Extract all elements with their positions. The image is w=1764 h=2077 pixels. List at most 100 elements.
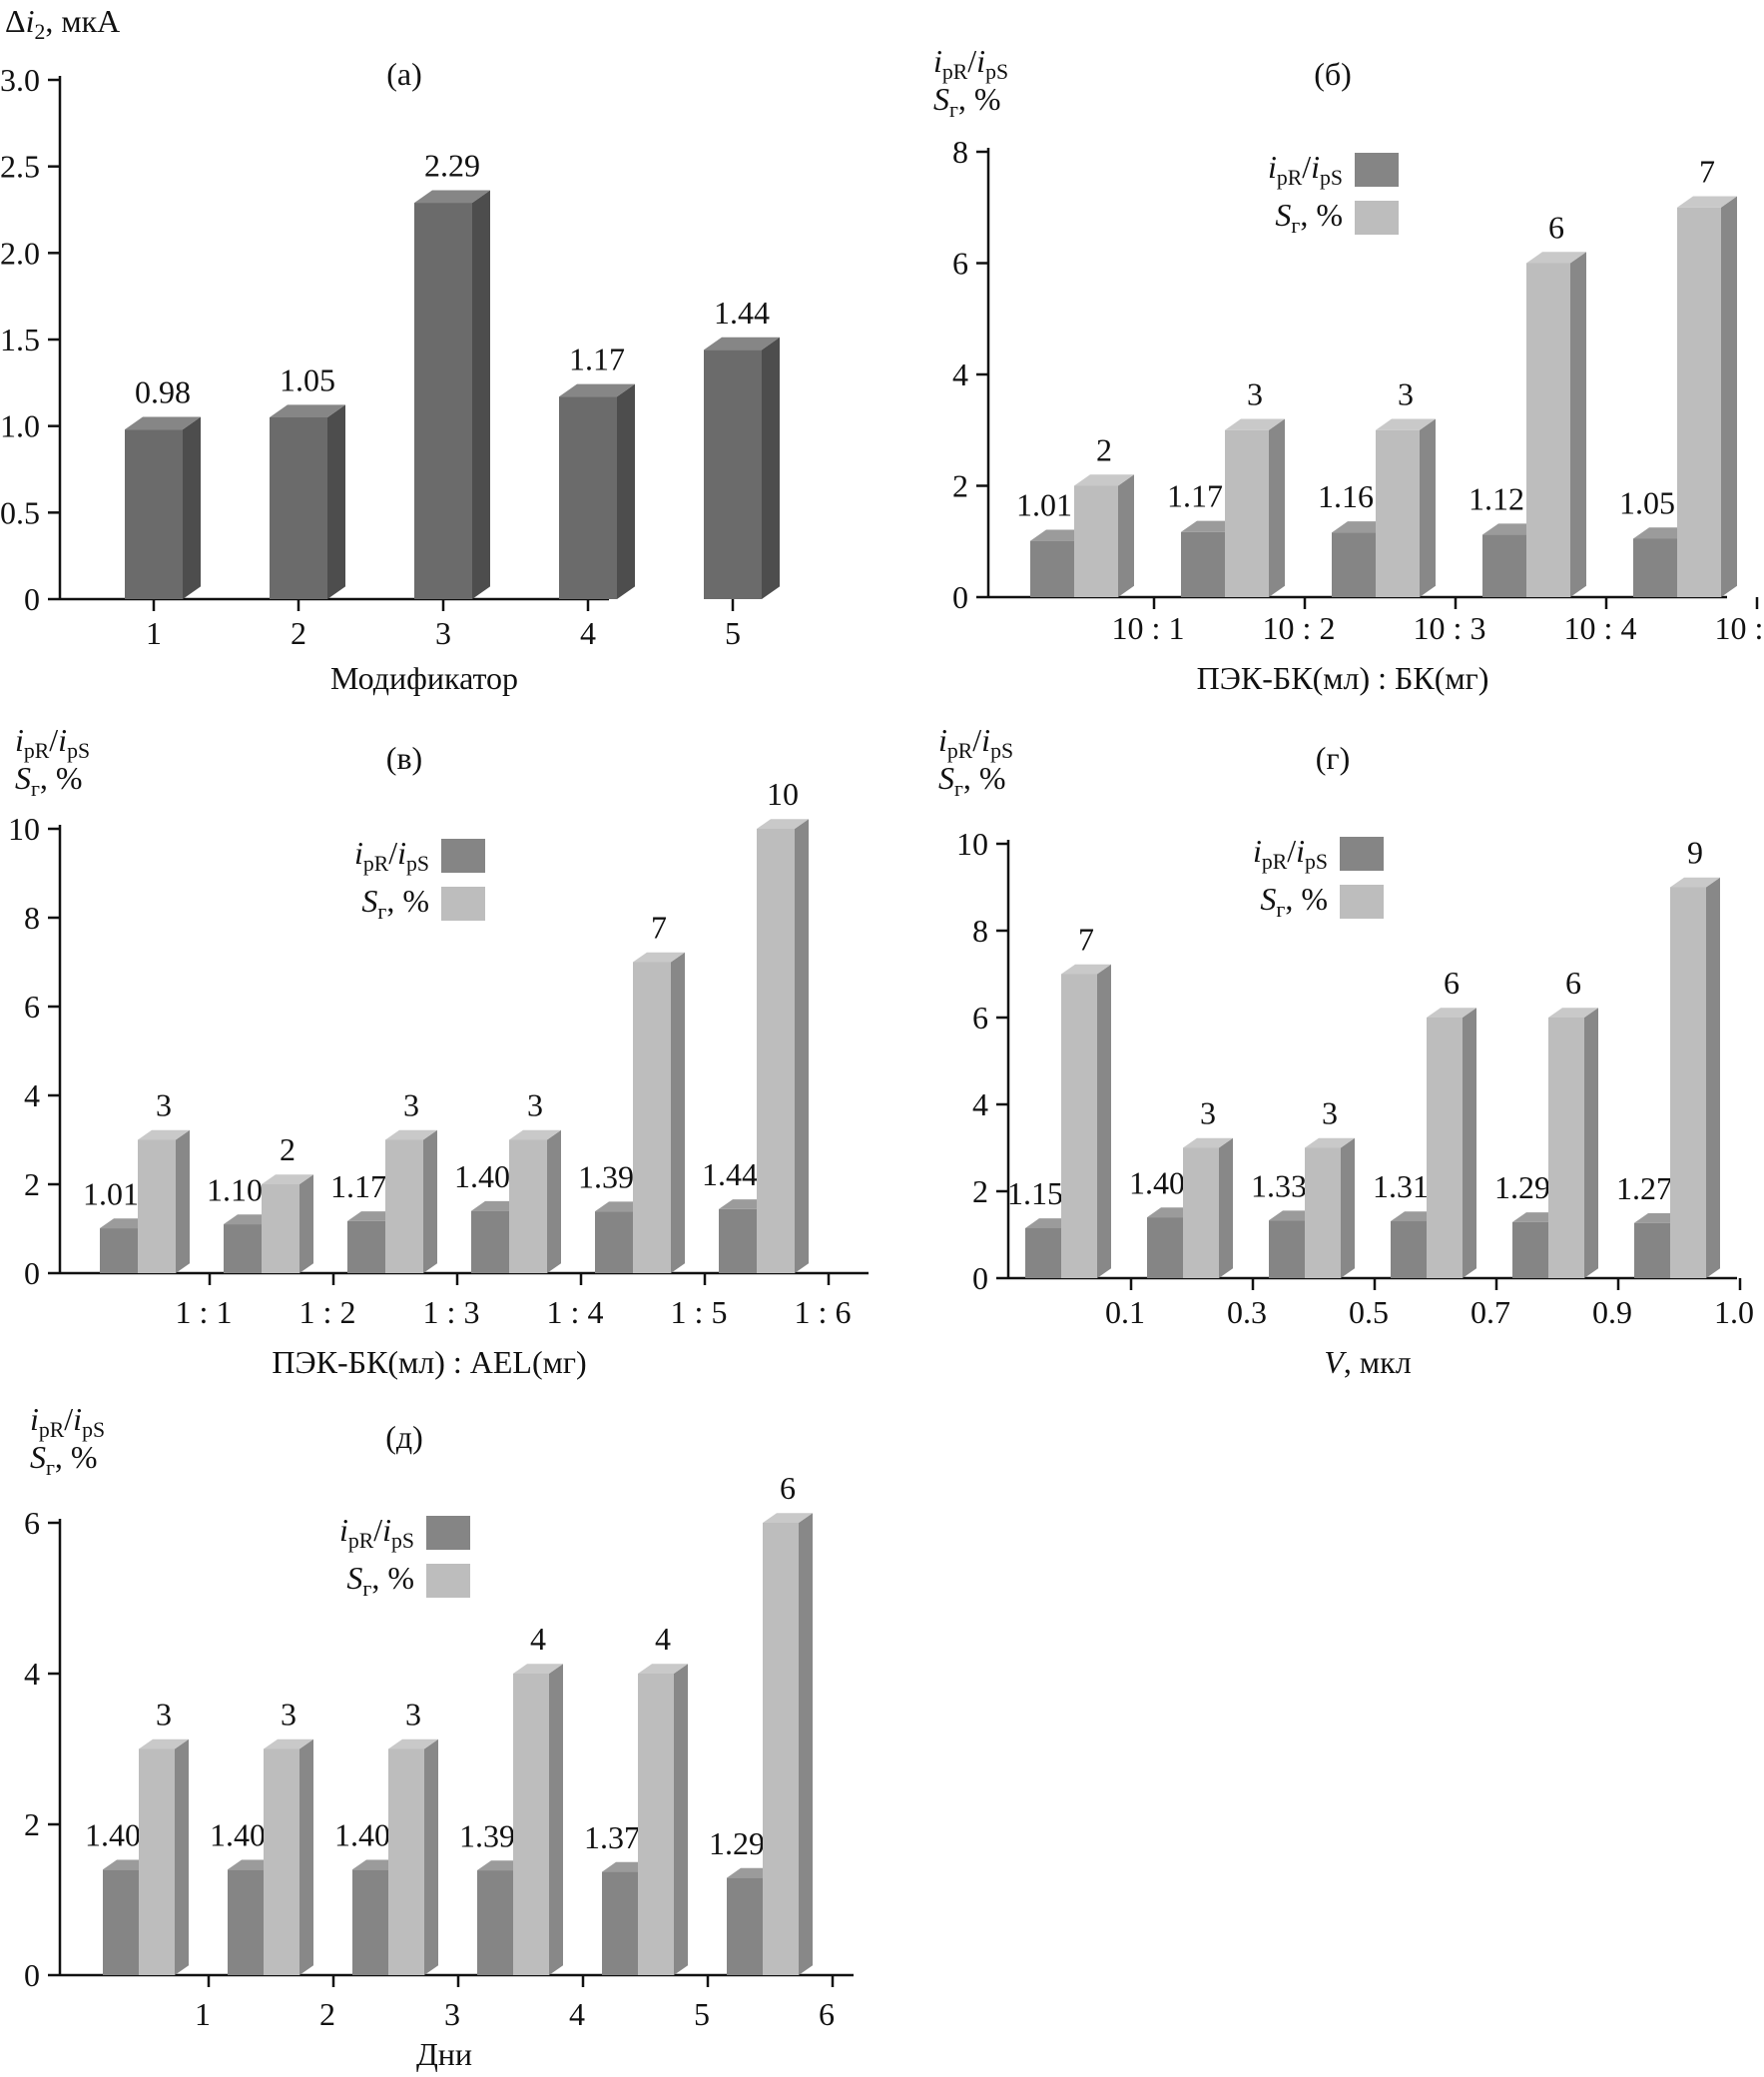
x-tick-label: 0.5 xyxy=(1349,1294,1389,1330)
legend-swatch xyxy=(1340,837,1384,871)
bar-front xyxy=(513,1674,549,1975)
bar-side xyxy=(327,404,345,599)
bar xyxy=(1526,252,1586,598)
x-tick-label: 6 xyxy=(819,1996,835,2032)
bar-front xyxy=(388,1748,424,1975)
y-tick-label: 4 xyxy=(24,1656,40,1692)
bar-side xyxy=(472,190,490,599)
legend-swatch xyxy=(1340,885,1384,919)
x-tick-label: 3 xyxy=(435,615,451,651)
data-label: 6 xyxy=(780,1470,796,1506)
bar xyxy=(388,1738,438,1975)
data-label: 1.15 xyxy=(1007,1175,1063,1211)
bar-top xyxy=(138,1129,190,1140)
data-label: 9 xyxy=(1687,835,1703,871)
x-tick-label: 1 : 6 xyxy=(795,1294,852,1330)
data-label: 1.05 xyxy=(1619,484,1675,520)
bar-front xyxy=(1305,1147,1341,1278)
y-tick-label: 10 xyxy=(8,811,40,847)
y-tick-label: 6 xyxy=(24,1505,40,1541)
bar-front xyxy=(1147,1217,1183,1278)
data-label: 4 xyxy=(530,1621,546,1657)
y-axis-label-line: ipR/ipS xyxy=(30,1401,105,1442)
x-tick-label: 1.0 xyxy=(1714,1294,1754,1330)
bar-front xyxy=(1512,1221,1548,1278)
panel-label: (г) xyxy=(1316,740,1350,776)
legend-label: Sг, % xyxy=(361,883,429,924)
bar-front xyxy=(347,1220,385,1273)
data-label: 0.98 xyxy=(135,374,191,410)
bar-front xyxy=(1634,1222,1670,1278)
x-tick-label: 1 xyxy=(195,1996,211,2032)
bar-front xyxy=(1181,531,1225,597)
data-label: 1.16 xyxy=(1318,478,1374,514)
bar xyxy=(1427,1008,1476,1278)
bar xyxy=(139,1738,189,1975)
data-label: 3 xyxy=(156,1087,172,1123)
y-tick-label: 4 xyxy=(24,1077,40,1113)
bar xyxy=(513,1664,563,1975)
bar xyxy=(1670,877,1720,1278)
x-tick-label: 4 xyxy=(569,1996,585,2032)
x-tick-label: 10 : 4 xyxy=(1564,610,1637,646)
bar-top xyxy=(1526,252,1586,264)
bar-side xyxy=(1706,877,1720,1278)
bar xyxy=(509,1129,561,1273)
data-label: 1.40 xyxy=(85,1817,141,1853)
bar-front xyxy=(704,349,762,599)
bar-top xyxy=(1074,474,1134,486)
bar-front xyxy=(471,1210,509,1273)
legend-label: ipR/ipS xyxy=(1253,833,1328,874)
y-tick-label: 0 xyxy=(952,579,968,615)
data-label: 1.17 xyxy=(569,342,625,377)
legend-label: Sг, % xyxy=(346,1560,414,1601)
data-label: 1.39 xyxy=(578,1158,634,1194)
y-tick-label: 8 xyxy=(952,134,968,170)
x-tick-label: 10 : 1 xyxy=(1112,610,1185,646)
bar-side xyxy=(1420,418,1436,597)
data-label: 1.40 xyxy=(334,1817,390,1853)
legend-label: ipR/ipS xyxy=(339,1512,414,1553)
y-tick-label: 2.0 xyxy=(0,235,40,271)
y-tick-label: 2 xyxy=(24,1166,40,1202)
bar-front xyxy=(414,203,472,600)
data-label: 3 xyxy=(1322,1095,1338,1131)
bar-front xyxy=(1074,485,1118,597)
data-label: 1.40 xyxy=(454,1158,510,1194)
bar-top xyxy=(1677,196,1737,208)
bar-front xyxy=(757,829,795,1273)
panel-label: (а) xyxy=(386,56,422,92)
x-tick-label: 4 xyxy=(580,615,596,651)
legend-swatch xyxy=(1355,201,1399,235)
bar-top xyxy=(633,952,685,963)
x-axis-label: ПЭК-БК(мл) : AEL(мг) xyxy=(272,1344,586,1380)
bar-side xyxy=(671,952,685,1273)
y-tick-label: 3.0 xyxy=(0,62,40,98)
bar xyxy=(385,1129,437,1273)
data-label: 1.44 xyxy=(714,295,770,331)
x-axis-label: Модификатор xyxy=(330,660,518,696)
bar-top xyxy=(757,819,809,829)
y-axis-label-line: Sг, % xyxy=(30,1439,98,1480)
data-label: 1.39 xyxy=(459,1817,515,1853)
data-label: 1.17 xyxy=(330,1168,386,1204)
bar xyxy=(1548,1008,1598,1278)
bar-side xyxy=(183,416,201,599)
y-tick-label: 8 xyxy=(24,900,40,936)
bar-side xyxy=(549,1664,563,1975)
bar-side xyxy=(1097,964,1111,1278)
data-label: 1.01 xyxy=(1016,486,1072,522)
bar-front xyxy=(385,1139,423,1273)
bar-front xyxy=(477,1870,513,1975)
bar-front xyxy=(638,1674,674,1975)
y-tick-label: 0 xyxy=(24,581,40,617)
data-label: 1.10 xyxy=(207,1171,263,1207)
data-label: 3 xyxy=(1200,1095,1216,1131)
bar-side xyxy=(176,1129,190,1273)
bar-top xyxy=(414,190,490,204)
x-tick-label: 1 : 1 xyxy=(176,1294,233,1330)
bar-side xyxy=(1584,1008,1598,1278)
data-label: 3 xyxy=(1398,376,1414,412)
